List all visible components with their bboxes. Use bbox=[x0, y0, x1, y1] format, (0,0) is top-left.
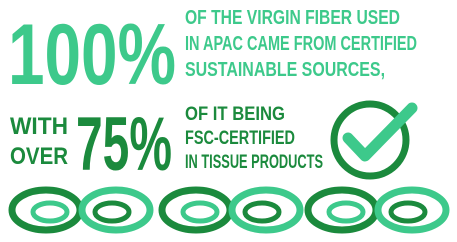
infographic: 100% OF THE VIRGIN FIBER USED IN APAC CA… bbox=[0, 0, 457, 242]
subline-line: OF IT BEING bbox=[185, 104, 285, 125]
subline-line: IN TISSUE PRODUCTS bbox=[185, 152, 323, 173]
check-icon bbox=[334, 104, 412, 176]
subline-percent: 75% bbox=[76, 102, 172, 187]
headline-line: OF THE VIRGIN FIBER USED bbox=[185, 7, 400, 29]
headline-line: IN APAC CAME FROM CERTIFIED bbox=[185, 33, 417, 55]
decorative-loops bbox=[12, 190, 446, 230]
subline-lead: WITH bbox=[10, 113, 68, 140]
subline-line: FSC-CERTIFIED bbox=[185, 128, 295, 149]
headline-percent: 100% bbox=[8, 7, 176, 103]
headline-line: SUSTAINABLE SOURCES, bbox=[185, 59, 385, 81]
subline-lead: OVER bbox=[10, 143, 68, 170]
